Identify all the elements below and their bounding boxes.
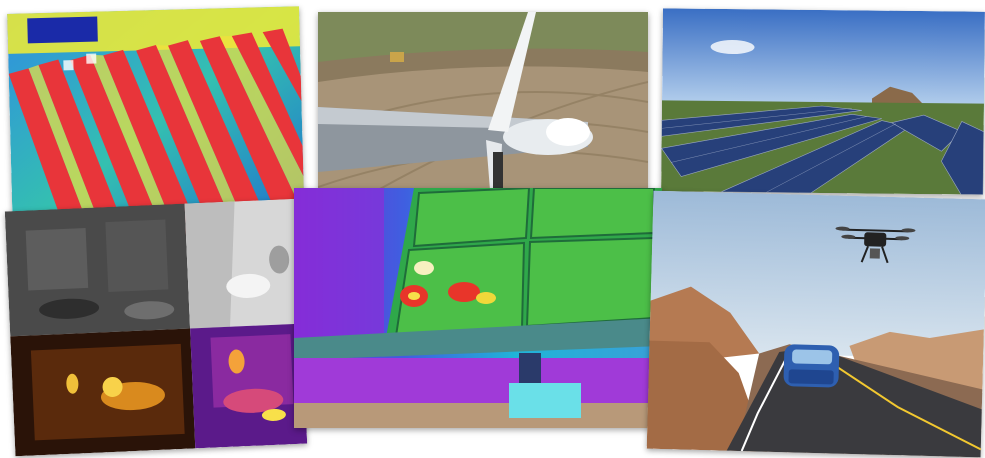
thermal-panel-image [294, 188, 662, 428]
drone-over-road-with-car [646, 190, 985, 458]
thermal-solar-farm-image [7, 6, 305, 240]
thermal-quad-image [4, 198, 308, 457]
solar-panel-field-photo [661, 8, 985, 195]
thermal-solar-panel-closeup [294, 188, 662, 428]
drone-icon [835, 226, 916, 264]
drone-road-image [646, 190, 985, 458]
thermal-solar-farm-aerial [7, 6, 305, 240]
wind-turbine-top-view [318, 12, 648, 190]
solar-field-image [661, 8, 985, 195]
thermal-camera-quad-view [4, 198, 308, 457]
wind-turbine-image [318, 12, 648, 190]
